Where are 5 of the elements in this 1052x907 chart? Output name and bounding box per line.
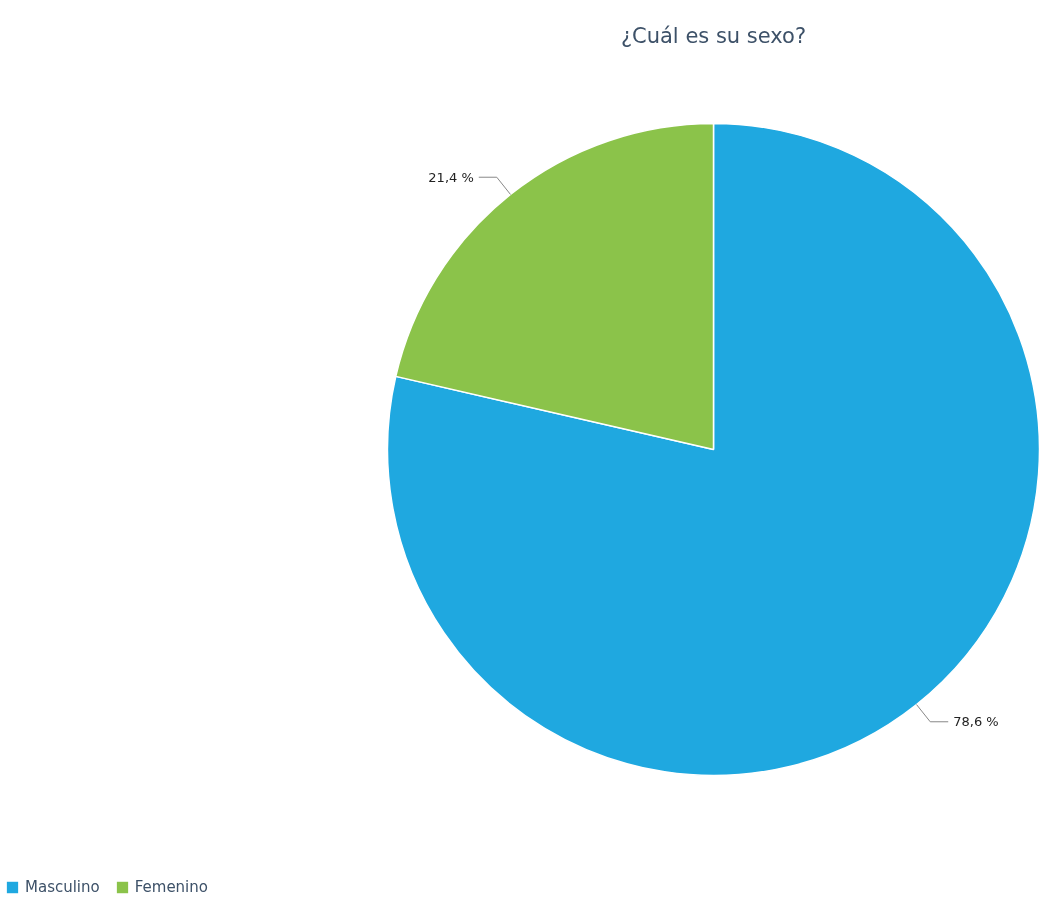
chart-title: ¿Cuál es su sexo? — [620, 23, 807, 48]
data-label: 21,4 % — [428, 169, 474, 185]
legend-label: Femenino — [134, 878, 208, 896]
legend-label: Masculino — [25, 878, 100, 896]
data-label: 78,6 % — [953, 714, 999, 730]
